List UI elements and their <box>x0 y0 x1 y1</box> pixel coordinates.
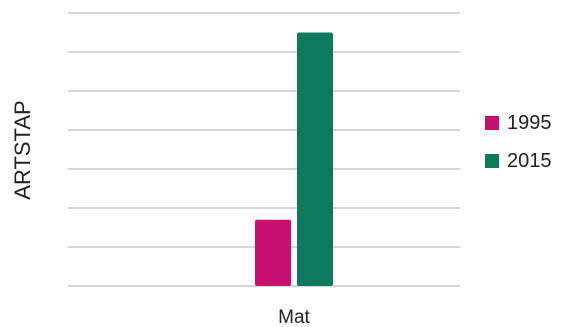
y-axis-label: ARTSTAP <box>10 100 35 199</box>
legend-swatch-1995 <box>485 116 499 130</box>
legend-label-1995: 1995 <box>507 112 552 134</box>
legend: 1995 2015 <box>485 112 552 172</box>
bar-1995-mat <box>255 219 291 286</box>
bars <box>255 32 333 286</box>
legend-label-2015: 2015 <box>507 150 552 172</box>
gridlines <box>68 12 460 287</box>
x-tick-label: Mat <box>278 307 310 327</box>
bar-2015-mat <box>297 32 333 286</box>
x-tick-labels: Mat <box>278 307 310 327</box>
legend-swatch-2015 <box>485 154 499 168</box>
